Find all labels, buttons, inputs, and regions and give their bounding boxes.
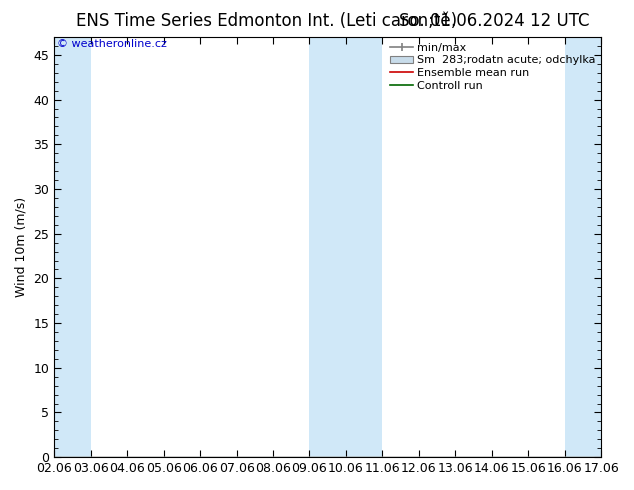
Text: So. 01.06.2024 12 UTC: So. 01.06.2024 12 UTC	[399, 12, 590, 30]
Y-axis label: Wind 10m (m/s): Wind 10m (m/s)	[15, 197, 28, 297]
Legend: min/max, Sm  283;rodatn acute; odchylka, Ensemble mean run, Controll run: min/max, Sm 283;rodatn acute; odchylka, …	[388, 40, 598, 93]
Text: © weatheronline.cz: © weatheronline.cz	[57, 39, 167, 49]
Bar	[55, 37, 91, 457]
Bar	[309, 37, 382, 457]
Text: ENS Time Series Edmonton Int. (Leti caron;tě): ENS Time Series Edmonton Int. (Leti caro…	[75, 12, 457, 30]
Bar	[565, 37, 634, 457]
